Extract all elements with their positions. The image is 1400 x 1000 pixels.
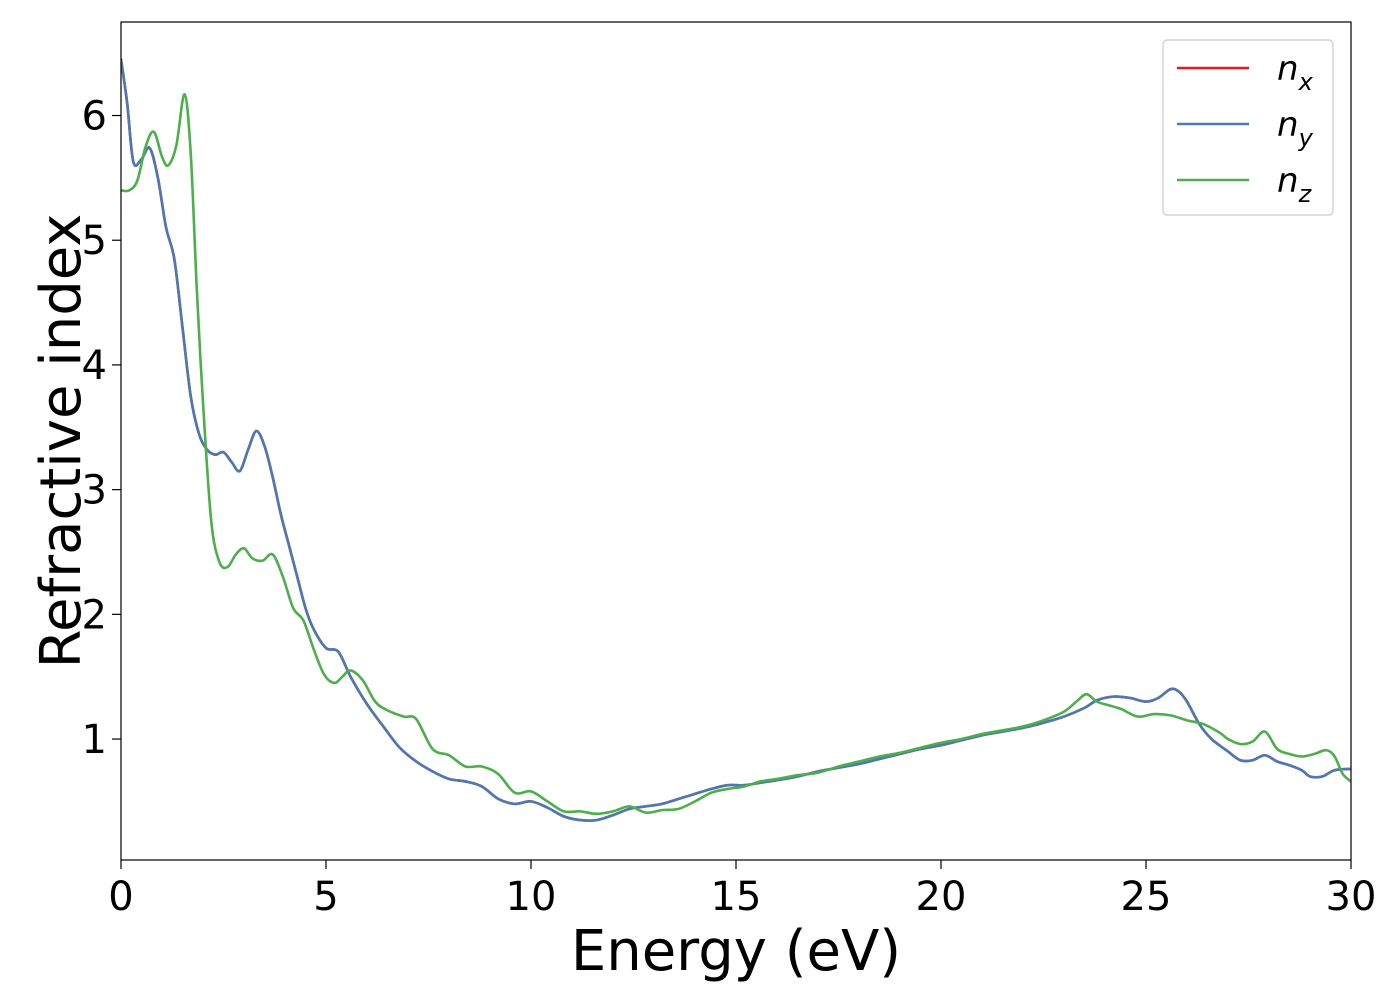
legend-label: nx — [1277, 49, 1314, 96]
legend-label: nz — [1277, 161, 1313, 208]
y-tick-label: 4 — [82, 343, 107, 389]
series-layer — [121, 58, 1351, 822]
legend-label-main: n — [1277, 105, 1299, 145]
legend-label-subscript: z — [1298, 180, 1313, 208]
y-tick-label: 2 — [82, 592, 107, 638]
legend-label-subscript: y — [1298, 124, 1314, 152]
x-tick-label: 10 — [506, 874, 557, 920]
x-axis-label: Energy (eV) — [571, 919, 901, 984]
legend-label: ny — [1277, 105, 1314, 152]
y-axis-label: Refractive index — [29, 214, 94, 669]
x-axis-ticks: 0 5 10 15 20 25 30 — [108, 860, 1376, 920]
x-tick-label: 15 — [711, 874, 762, 920]
legend-label-main: n — [1277, 161, 1299, 201]
y-tick-label: 3 — [82, 468, 107, 514]
x-tick-label: 20 — [916, 874, 967, 920]
x-tick-label: 5 — [313, 874, 338, 920]
series-line-n-z — [121, 93, 1351, 816]
x-tick-label: 25 — [1121, 874, 1172, 920]
y-tick-label: 6 — [82, 94, 107, 140]
y-axis-ticks: 1 2 3 4 5 6 — [82, 94, 121, 763]
y-tick-label: 1 — [82, 717, 107, 763]
y-tick-label: 5 — [82, 218, 107, 264]
legend-label-subscript: x — [1298, 68, 1314, 96]
legend-box — [1162, 39, 1334, 216]
x-tick-label: 0 — [108, 874, 133, 920]
legend-label-main: n — [1277, 49, 1299, 89]
x-tick-label: 30 — [1326, 874, 1377, 920]
